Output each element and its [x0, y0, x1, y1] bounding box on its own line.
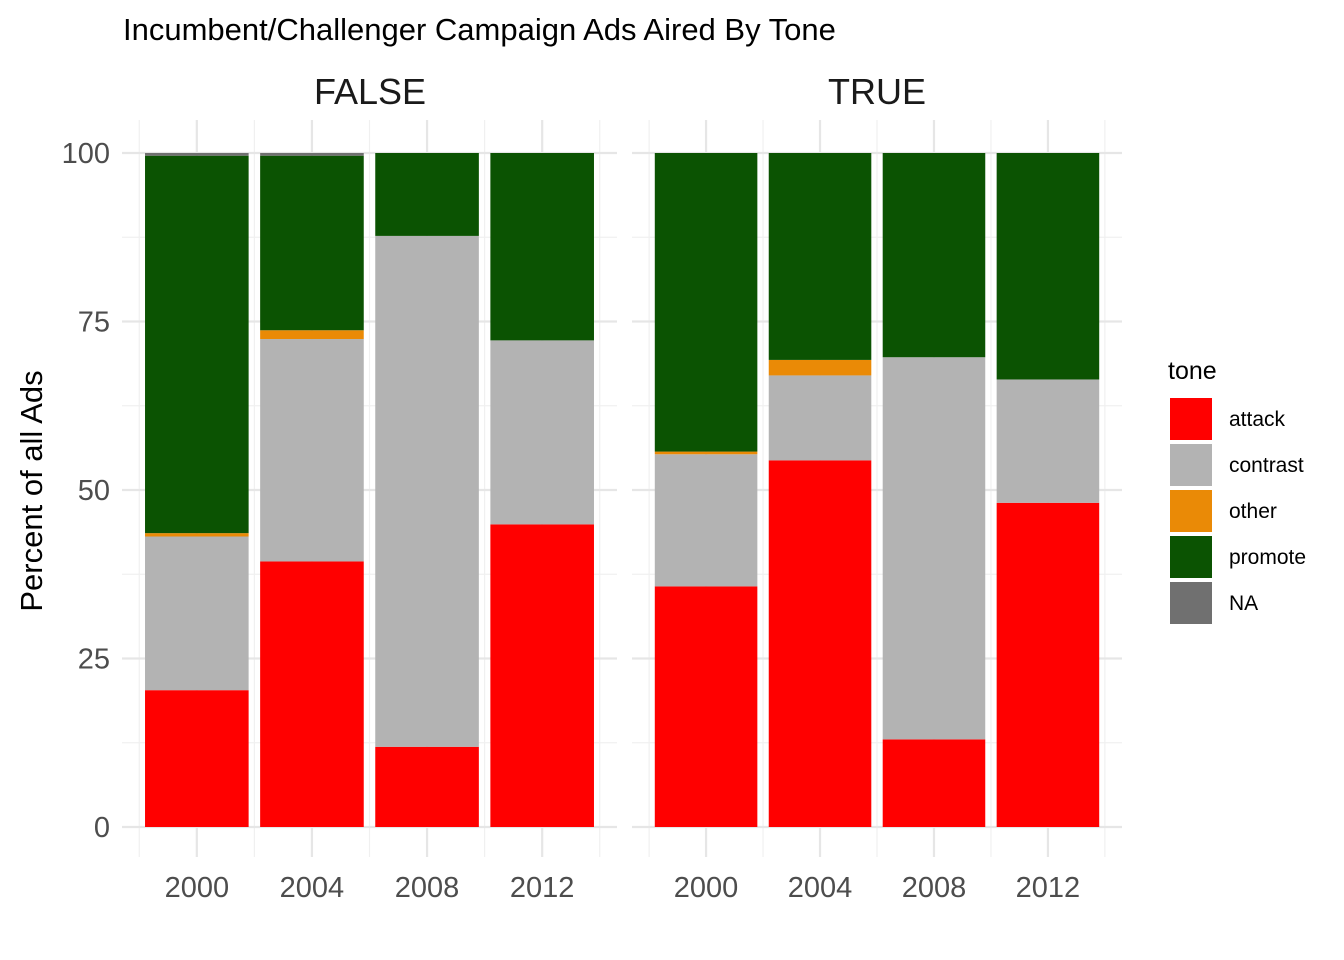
x-tick-label: 2012 — [510, 872, 575, 904]
x-tick-label: 2008 — [902, 872, 967, 904]
legend-entry-contrast: contrast — [1229, 454, 1304, 477]
legend-entry-na: NA — [1229, 592, 1258, 615]
legend-swatch-attack — [1170, 398, 1212, 440]
x-tick-label: 2004 — [788, 872, 853, 904]
y-tick-label: 25 — [78, 644, 110, 676]
legend-swatch-contrast — [1170, 444, 1212, 486]
bar-true-2008-contrast — [882, 357, 986, 740]
bar-true-2012-attack — [996, 502, 1100, 827]
panel-false: FALSE 2000 2004 2008 2012 — [122, 71, 617, 904]
facet-label: FALSE — [314, 71, 426, 112]
x-tick-label: 2012 — [1016, 872, 1081, 904]
chart-title: Incumbent/Challenger Campaign Ads Aired … — [123, 12, 836, 47]
panel-true: TRUE 2000 2004 2008 2012 — [632, 71, 1122, 904]
bar-true-2008-promote — [882, 153, 986, 358]
bar-false-2008-promote — [375, 153, 479, 236]
legend-entry-promote: promote — [1229, 546, 1306, 569]
y-axis-label: Percent of all Ads — [14, 370, 49, 611]
x-tick-label: 2004 — [280, 872, 345, 904]
bar-false-2004-NA — [260, 153, 364, 156]
y-tick-label: 50 — [78, 475, 110, 507]
bar-true-2004-contrast — [768, 375, 872, 461]
legend-entry-other: other — [1229, 500, 1277, 523]
bar-false-2000-other — [145, 533, 249, 537]
bar-false-2004-attack — [260, 561, 364, 827]
bar-true-2000-contrast — [654, 454, 758, 587]
bar-false-2008-contrast — [375, 235, 479, 747]
bar-false-2012-promote — [490, 153, 594, 341]
legend-swatch-other — [1170, 490, 1212, 532]
bar-true-2000-promote — [654, 153, 758, 452]
bar-false-2000-contrast — [145, 536, 249, 691]
bar-true-2004-attack — [768, 460, 872, 827]
bar-false-2004-other — [260, 330, 364, 340]
y-tick-label: 75 — [78, 307, 110, 339]
bar-false-2000-promote — [145, 155, 249, 534]
bar-true-2004-other — [768, 359, 872, 376]
bar-false-2012-attack — [490, 524, 594, 827]
bar-true-2012-contrast — [996, 379, 1100, 503]
bar-true-2008-attack — [882, 739, 986, 827]
legend-title: tone — [1168, 357, 1217, 385]
legend: tone attack contrast other promote NA — [1168, 357, 1306, 624]
bar-false-2012-contrast — [490, 340, 594, 525]
legend-swatch-na — [1170, 582, 1212, 624]
bar-false-2008-attack — [375, 746, 479, 827]
bar-false-2004-contrast — [260, 339, 364, 562]
legend-entry-attack: attack — [1229, 408, 1286, 431]
bar-true-2012-promote — [996, 153, 1100, 380]
x-tick-label: 2000 — [165, 872, 230, 904]
bar-false-2004-promote — [260, 155, 364, 331]
x-tick-label: 2008 — [395, 872, 460, 904]
legend-swatch-promote — [1170, 536, 1212, 578]
x-tick-label: 2000 — [674, 872, 739, 904]
y-tick-label: 100 — [62, 138, 110, 170]
bar-false-2000-attack — [145, 690, 249, 827]
facet-panels: FALSE 2000 2004 2008 2012 TRUE 2000 2004 2008 201… — [62, 71, 1122, 904]
facet-label: TRUE — [828, 71, 926, 112]
bar-true-2004-promote — [768, 153, 872, 360]
bar-false-2000-NA — [145, 153, 249, 156]
y-tick-label: 0 — [94, 812, 110, 844]
bar-true-2000-attack — [654, 586, 758, 827]
bar-true-2000-other — [654, 451, 758, 455]
